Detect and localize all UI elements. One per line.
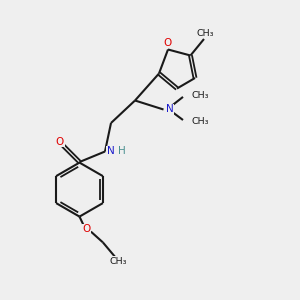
Text: H: H — [118, 146, 126, 157]
Text: O: O — [82, 224, 91, 235]
Text: CH₃: CH₃ — [191, 117, 209, 126]
Text: O: O — [56, 137, 64, 147]
Text: N: N — [106, 146, 114, 157]
Text: O: O — [164, 38, 172, 48]
Text: CH₃: CH₃ — [197, 28, 214, 38]
Text: N: N — [166, 104, 174, 115]
Text: CH₃: CH₃ — [110, 256, 127, 266]
Text: CH₃: CH₃ — [191, 91, 209, 100]
